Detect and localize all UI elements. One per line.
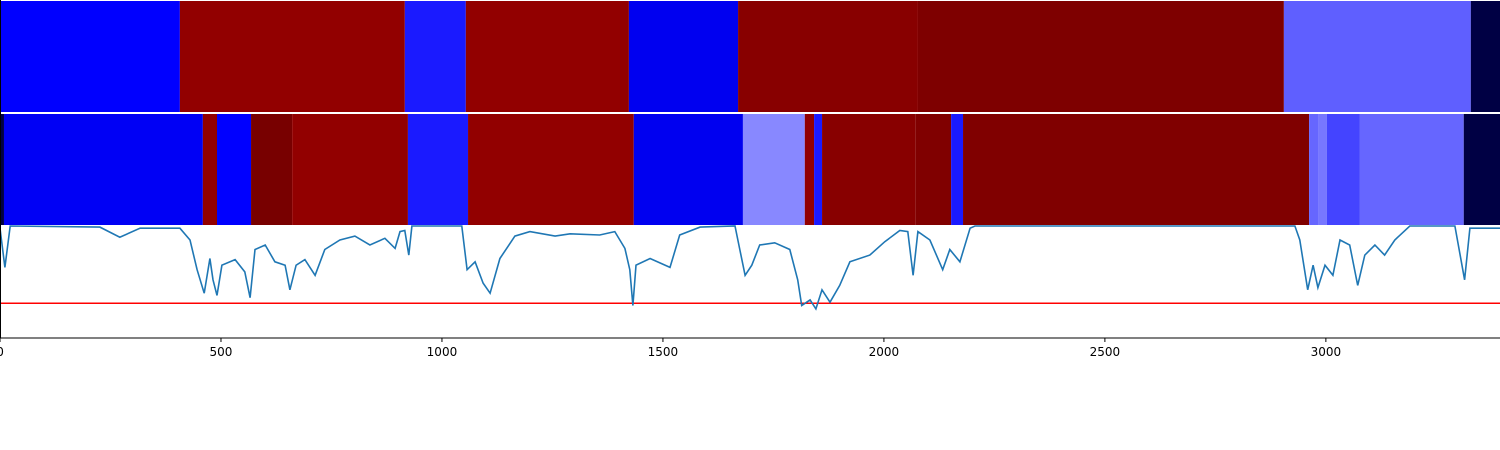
segment [633, 114, 743, 225]
segment [465, 1, 629, 112]
segment [407, 114, 469, 225]
x-tick-label: 500 [210, 345, 233, 359]
segment [292, 114, 408, 225]
segment [251, 114, 293, 225]
segment [738, 1, 918, 112]
data-line [0, 225, 1500, 311]
segment [951, 114, 964, 225]
segment [217, 114, 252, 225]
x-tick-label: 1500 [648, 345, 679, 359]
x-tick-label: 1000 [427, 345, 458, 359]
segment [628, 1, 739, 112]
segment [915, 114, 952, 225]
segment [804, 114, 815, 225]
segment [179, 1, 405, 112]
segment [468, 114, 634, 225]
x-tick-label: 0 [0, 345, 4, 359]
segment [1318, 114, 1327, 225]
segment [0, 1, 180, 112]
x-tick-label: 3000 [1311, 345, 1342, 359]
segment [1463, 114, 1500, 225]
segment [202, 114, 218, 225]
segment [3, 114, 203, 225]
segment [404, 1, 466, 112]
x-tick-label: 2000 [869, 345, 900, 359]
segment [0, 114, 4, 225]
segment [1326, 114, 1360, 225]
x-tick-label: 2500 [1090, 345, 1121, 359]
segment [1309, 114, 1319, 225]
segment [1283, 1, 1471, 112]
segment [742, 114, 805, 225]
segment [917, 1, 1284, 112]
segment [1470, 1, 1500, 112]
segment [1359, 114, 1464, 225]
segment [963, 114, 1310, 225]
segment [822, 114, 916, 225]
segment [814, 114, 823, 225]
